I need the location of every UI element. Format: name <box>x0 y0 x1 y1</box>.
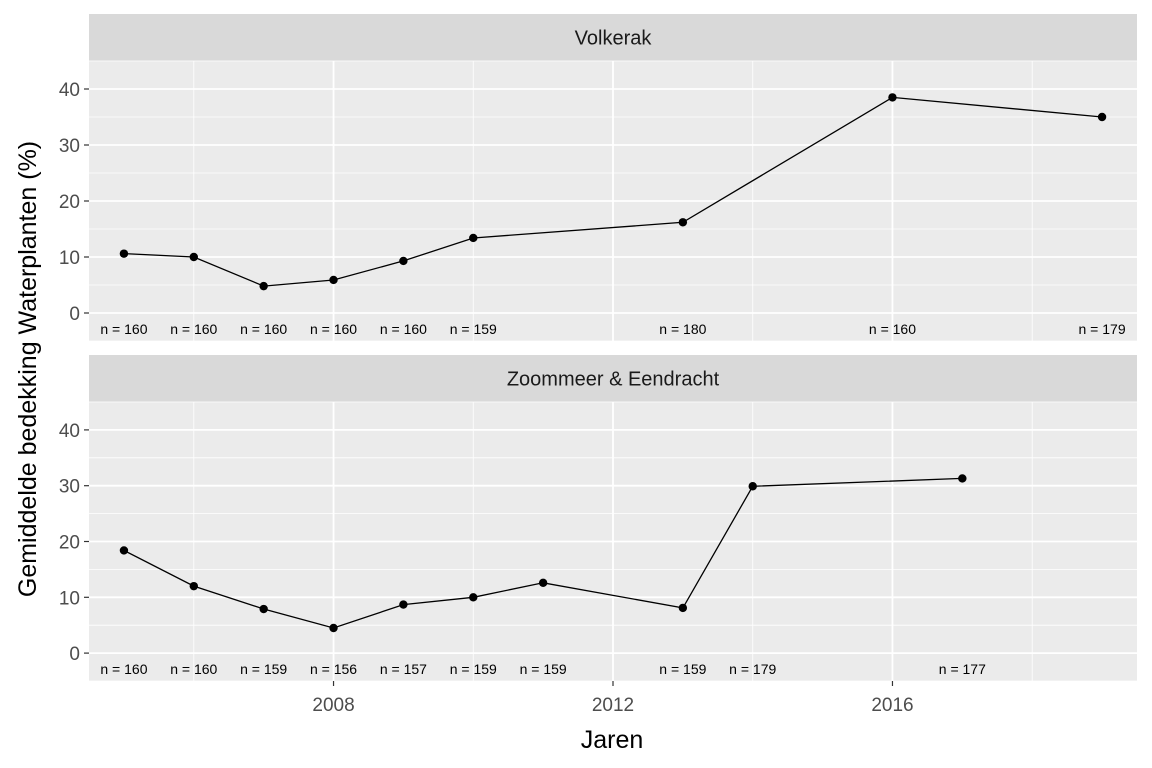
sample-size-label: n = 160 <box>310 321 357 337</box>
x-tick-label: 2012 <box>592 695 634 716</box>
sample-size-label: n = 160 <box>170 321 217 337</box>
y-tick-label: 40 <box>59 80 80 101</box>
sample-size-label: n = 179 <box>729 661 776 677</box>
facet-panel-2: Zoommeer & Eendracht 0 10 20 30 40 n = 160 n = … <box>59 355 1137 716</box>
y-tick-label: 10 <box>59 248 80 269</box>
y-axis-title: Gemiddelde bedekking Waterplanten (%) <box>14 141 42 597</box>
sample-size-label: n = 159 <box>450 661 497 677</box>
facet-panel-1: Volkerak 0 10 20 30 40 n = 160 n = 160 n = 160 n … <box>59 14 1137 342</box>
sample-size-label: n = 160 <box>869 321 916 337</box>
data-point <box>1097 112 1107 122</box>
x-axis-title: Jaren <box>581 726 644 754</box>
sample-size-label: n = 159 <box>450 321 497 337</box>
sample-size-label: n = 179 <box>1079 321 1126 337</box>
y-tick-label: 0 <box>69 644 80 665</box>
data-point <box>678 218 688 227</box>
data-point <box>958 474 967 483</box>
y-tick-label: 20 <box>59 192 80 213</box>
sample-size-label: n = 177 <box>939 661 986 677</box>
data-point <box>119 546 129 555</box>
sample-size-label: n = 156 <box>310 661 357 677</box>
data-point <box>748 482 757 491</box>
sample-size-label: n = 160 <box>100 661 147 677</box>
facet-strip <box>89 14 1137 61</box>
data-point <box>189 581 198 591</box>
data-point <box>119 249 129 258</box>
data-point <box>189 252 198 262</box>
y-tick-label: 40 <box>59 421 80 442</box>
sample-size-label: n = 160 <box>240 321 287 337</box>
sample-size-label: n = 160 <box>170 661 217 677</box>
facet-strip-label: Zoommeer & Eendracht <box>507 369 720 391</box>
data-point <box>259 604 268 614</box>
y-tick-label: 30 <box>59 136 80 157</box>
sample-size-label: n = 159 <box>659 661 706 677</box>
data-point <box>469 593 478 602</box>
y-tick-label: 10 <box>59 588 80 609</box>
data-point <box>329 623 338 633</box>
facet-strip <box>89 355 1137 402</box>
facet-strip-label: Volkerak <box>575 28 653 50</box>
x-tick-label: 2008 <box>312 695 354 716</box>
sample-size-label: n = 159 <box>520 661 567 677</box>
data-point <box>399 256 408 266</box>
sample-size-label: n = 157 <box>380 661 427 677</box>
y-tick-label: 20 <box>59 533 80 554</box>
y-tick-label: 0 <box>69 304 80 325</box>
sample-size-label: n = 180 <box>659 321 706 337</box>
data-point <box>538 578 548 587</box>
series-line <box>123 477 963 629</box>
data-point <box>678 603 688 613</box>
data-point <box>399 600 408 609</box>
data-point <box>888 93 897 102</box>
data-point <box>329 275 338 285</box>
x-tick-label: 2016 <box>871 695 913 716</box>
sample-size-label: n = 160 <box>100 321 147 337</box>
data-point <box>469 233 478 243</box>
sample-size-label: n = 160 <box>380 321 427 337</box>
y-tick-label: 30 <box>59 477 80 498</box>
data-point <box>259 281 268 291</box>
sample-size-label: n = 159 <box>240 661 287 677</box>
